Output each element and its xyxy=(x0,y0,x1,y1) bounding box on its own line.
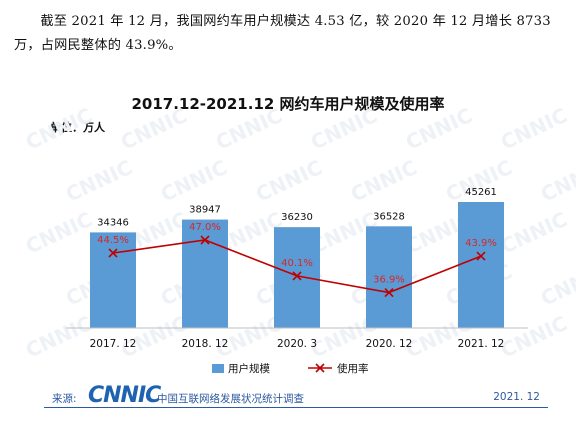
x-axis: 2017. 12 2018. 12 2020. 3 2020. 12 2021. 12 xyxy=(66,327,528,350)
bar xyxy=(366,226,412,328)
watermark-text: CNNIC xyxy=(252,155,326,206)
bar-value-label: 34346 xyxy=(97,217,129,228)
rate-marker xyxy=(292,271,302,281)
bar xyxy=(458,202,504,328)
rate-marker xyxy=(108,248,118,258)
watermark-text: CNNIC xyxy=(402,103,476,154)
watermark-text: CNNIC xyxy=(497,103,571,154)
bar-value-label: 36230 xyxy=(281,212,313,223)
watermark-text: CNNIC xyxy=(62,155,136,206)
watermark-text: CNNIC xyxy=(22,103,96,154)
watermark-text: CNNIC xyxy=(117,103,191,154)
legend: 用户规模 使用率 xyxy=(212,362,369,375)
footer-subtitle: 中国互联网络发展状况统计调查 xyxy=(157,393,304,405)
watermark-text: CNNIC xyxy=(22,311,96,362)
bar xyxy=(274,227,320,328)
x-tick-label: 2020. 12 xyxy=(366,338,413,350)
rate-marker xyxy=(384,287,394,298)
x-tick-label: 2021. 12 xyxy=(458,338,505,350)
watermark-text: CNNIC xyxy=(157,155,231,206)
legend-swatch-bar xyxy=(212,364,224,373)
intro-paragraph: 截至 2021 年 12 月，我国网约车用户规模达 4.53 亿，较 2020 … xyxy=(14,14,551,53)
watermark-text: CNNIC xyxy=(347,155,421,206)
rate-value-label: 40.1% xyxy=(281,258,313,269)
chart-title: 2017.12-2021.12 网约车用户规模及使用率 xyxy=(131,95,445,113)
rate-marker xyxy=(200,235,210,245)
watermark-text: CNNIC xyxy=(442,155,516,206)
bar xyxy=(90,232,136,328)
bar-value-label: 38947 xyxy=(189,205,221,216)
source-label: 来源: xyxy=(52,393,77,405)
bar-value-label: 36528 xyxy=(373,211,405,222)
x-tick-label: 2018. 12 xyxy=(182,338,229,350)
bar xyxy=(182,219,228,328)
x-tick-label: 2020. 3 xyxy=(277,338,317,350)
footer-date: 2021. 12 xyxy=(493,391,540,403)
legend-label-bar: 用户规模 xyxy=(228,362,270,375)
line-series xyxy=(108,235,486,298)
watermark-text: CNNIC xyxy=(497,311,571,362)
cnnic-logo: CNNIC xyxy=(88,383,161,408)
data-labels: 34346 38947 36230 36528 45261 44.5% 47.0% 40.1%… xyxy=(97,187,497,286)
unit-label: 单位：万人 xyxy=(50,121,105,134)
rate-marker xyxy=(476,251,486,261)
footer: 来源: CNNIC 中国互联网络发展状况统计调查 2021. 12 xyxy=(0,382,576,422)
footer-rule xyxy=(44,407,548,408)
watermark-text: CNNIC xyxy=(537,155,576,206)
watermark-text: CNNIC xyxy=(537,259,576,310)
bar-series xyxy=(90,202,504,328)
watermark-text: CNNIC xyxy=(22,207,96,258)
rate-value-label: 43.9% xyxy=(465,238,497,249)
x-tick-label: 2017. 12 xyxy=(90,338,137,350)
legend-marker-line xyxy=(315,363,325,373)
legend-label-line: 使用率 xyxy=(337,362,369,375)
watermark-text: CNNIC xyxy=(307,103,381,154)
bar-value-label: 45261 xyxy=(465,187,497,198)
watermark-text: CNNIC xyxy=(497,207,571,258)
rate-value-label: 36.9% xyxy=(373,275,405,286)
rate-value-label: 47.0% xyxy=(189,222,221,233)
rate-value-label: 44.5% xyxy=(97,235,129,246)
watermark-text: CNNIC xyxy=(212,103,286,154)
